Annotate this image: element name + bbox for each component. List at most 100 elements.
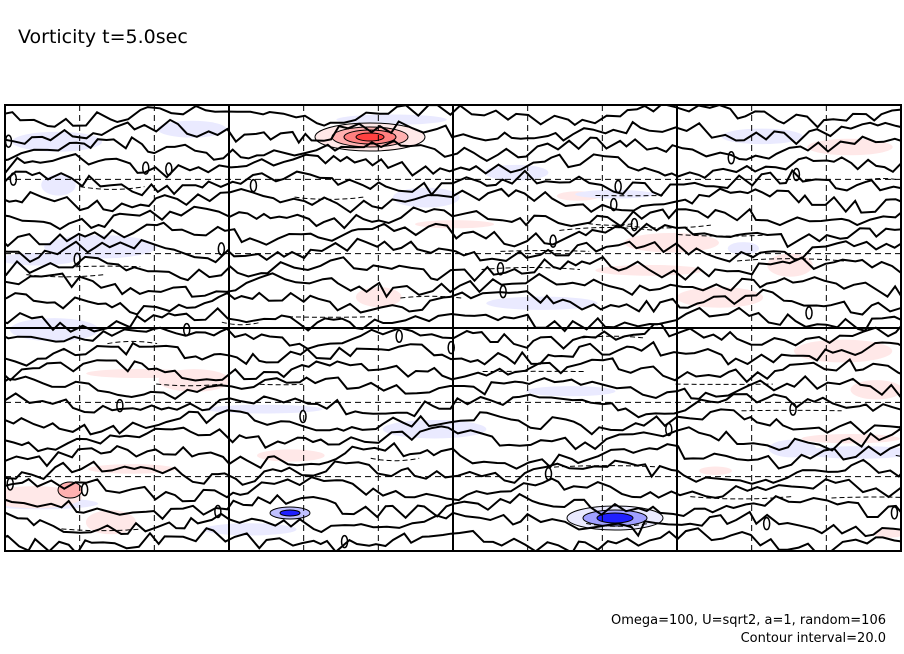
- negative-contour: [618, 224, 711, 229]
- zero-loop: [80, 482, 89, 497]
- negative-contour: [553, 465, 661, 468]
- negative-contour: [156, 383, 223, 387]
- negative-region: [382, 419, 487, 439]
- zero-loop: [549, 234, 557, 248]
- negative-region: [575, 189, 655, 199]
- negative-contour: [831, 496, 901, 499]
- negative-region: [525, 386, 616, 397]
- negative-contour: [221, 321, 262, 326]
- zero-contour: [5, 237, 901, 264]
- zero-contour: [5, 527, 901, 551]
- zero-contour: [5, 458, 901, 486]
- zero-contour: [5, 340, 901, 367]
- contour-layer: [5, 105, 901, 551]
- zero-loop: [214, 504, 222, 519]
- zero-loop: [116, 398, 124, 413]
- zero-loop: [762, 516, 771, 531]
- negative-region: [484, 164, 549, 181]
- positive-region: [873, 528, 901, 538]
- zero-contour: [5, 153, 901, 179]
- zero-loop: [805, 306, 813, 320]
- zero-contour: [5, 255, 901, 283]
- chart-title: Vorticity t=5.0sec: [18, 26, 188, 48]
- zero-contour: [5, 322, 901, 350]
- zero-loop: [395, 329, 403, 344]
- negative-contour: [587, 222, 635, 226]
- zero-loop: [665, 422, 673, 437]
- negative-region: [157, 120, 227, 138]
- zero-contour: [5, 510, 901, 538]
- negative-contour: [737, 258, 844, 262]
- zero-loop: [792, 167, 801, 182]
- negative-contour: [677, 234, 776, 237]
- zero-loop: [447, 340, 455, 355]
- zero-loop: [496, 262, 505, 276]
- zero-contour: [5, 272, 901, 299]
- zero-loop: [789, 402, 797, 416]
- negative-contour: [481, 266, 580, 271]
- negative-contour: [582, 335, 644, 339]
- zero-loop: [727, 150, 736, 165]
- negative-contour: [559, 226, 656, 231]
- negative-contour: [690, 496, 792, 500]
- positive-region: [415, 220, 495, 229]
- positive-region: [624, 232, 719, 253]
- zero-loop: [299, 409, 307, 424]
- parameters-annotation: Omega=100, U=sqrt2, a=1, random=106: [610, 613, 886, 628]
- extremum-contour: [279, 509, 301, 517]
- positive-region: [767, 253, 813, 277]
- zero-loop: [544, 467, 553, 481]
- zero-contour: [5, 118, 901, 146]
- zero-contour: [5, 392, 901, 419]
- zero-contour: [5, 306, 901, 333]
- positive-region: [699, 466, 732, 475]
- negative-contour: [259, 383, 304, 386]
- negative-region: [336, 114, 447, 125]
- zero-loop: [6, 477, 14, 491]
- negative-region: [486, 296, 598, 310]
- zero-loop: [165, 162, 173, 176]
- zero-contour: [5, 187, 901, 214]
- plot-frame: [4, 104, 902, 552]
- negative-contour: [287, 316, 372, 318]
- zero-loop: [141, 161, 150, 175]
- contour-interval-annotation: Contour interval=20.0: [740, 631, 886, 646]
- zero-loop: [499, 284, 507, 299]
- zero-contour: [5, 135, 901, 163]
- negative-region: [768, 439, 817, 458]
- zero-loop: [249, 178, 258, 193]
- zero-contour: [5, 441, 901, 470]
- positive-region: [85, 510, 136, 535]
- negative-region: [44, 235, 157, 259]
- zero-contour: [5, 288, 901, 316]
- negative-contour: [61, 528, 143, 532]
- negative-region: [5, 252, 77, 266]
- zero-loop: [630, 217, 639, 232]
- zero-contour: [5, 105, 901, 129]
- zero-contour: [5, 221, 901, 249]
- zero-loop: [610, 197, 618, 212]
- negative-contour: [500, 250, 590, 252]
- zero-loop: [890, 506, 899, 520]
- negative-contour: [586, 523, 649, 527]
- zero-loop: [217, 242, 226, 256]
- negative-region: [203, 523, 297, 536]
- zero-contour: [5, 168, 901, 197]
- negative-contour: [895, 454, 901, 457]
- positive-region: [257, 449, 325, 462]
- extremum-contour: [596, 512, 634, 524]
- zero-contour: [5, 425, 901, 453]
- zero-loop: [614, 179, 622, 194]
- negative-contour: [294, 196, 364, 200]
- negative-contour: [75, 265, 141, 268]
- extremum-contour: [355, 132, 385, 142]
- negative-contour: [79, 186, 145, 190]
- negative-contour: [370, 457, 420, 462]
- negative-contour: [867, 178, 899, 181]
- zero-contour: [5, 205, 901, 231]
- zero-loop: [340, 534, 349, 549]
- negative-contour: [107, 340, 158, 345]
- zero-loop: [182, 322, 191, 337]
- zero-contour: [5, 357, 901, 384]
